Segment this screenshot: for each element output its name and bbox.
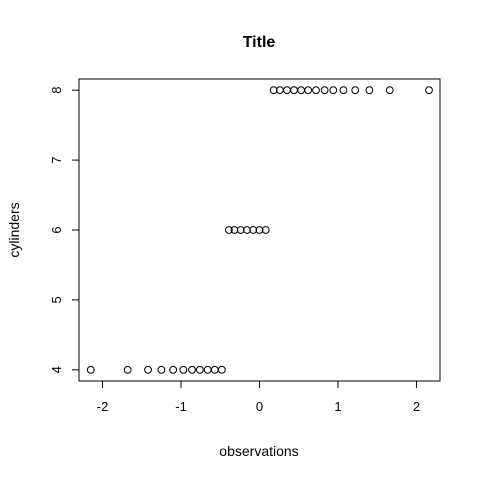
data-point	[283, 86, 291, 95]
data-point	[261, 226, 270, 234]
data-point	[351, 86, 360, 95]
data-point	[224, 226, 233, 234]
data-point	[269, 86, 278, 95]
data-point	[290, 86, 298, 95]
data-point	[243, 226, 251, 234]
y-tick-label: 5	[49, 296, 64, 303]
data-point	[179, 365, 188, 374]
y-tick-label: 7	[49, 156, 64, 163]
data-point	[86, 365, 95, 374]
data-point	[312, 86, 320, 95]
data-point	[210, 365, 219, 374]
y-axis-label: cylinders	[6, 202, 22, 257]
y-tick-label: 4	[49, 366, 64, 373]
data-point	[304, 86, 313, 95]
data-point	[385, 86, 394, 95]
data-point	[236, 226, 245, 234]
data-point	[157, 365, 166, 374]
data-point	[195, 365, 204, 374]
data-point	[255, 226, 264, 234]
data-point	[297, 86, 305, 95]
x-tick-label: -2	[97, 399, 109, 414]
data-point	[230, 226, 239, 234]
data-point	[188, 365, 196, 374]
data-point	[144, 365, 152, 374]
data-point	[249, 226, 258, 234]
data-point	[123, 365, 132, 374]
x-tick-label: -1	[175, 399, 187, 414]
data-point	[365, 86, 374, 95]
y-tick-label: 6	[49, 226, 64, 233]
x-tick-label: 2	[413, 399, 420, 414]
data-point	[203, 365, 212, 374]
x-tick-label: 1	[334, 399, 341, 414]
data-point	[169, 365, 178, 374]
data-point	[217, 365, 226, 374]
x-tick-label: 0	[256, 399, 263, 414]
axis-ticks: -2 -1 0 1 2 4 5 6 7 8	[49, 87, 420, 414]
data-point	[320, 86, 329, 95]
data-point	[339, 86, 348, 95]
x-axis-label: observations	[219, 443, 298, 459]
plot-area-frame	[78, 78, 441, 382]
data-points	[86, 86, 433, 374]
data-point	[329, 86, 338, 95]
y-tick-label: 8	[49, 87, 64, 94]
chart-title: Title	[243, 34, 276, 51]
data-point	[425, 86, 433, 95]
